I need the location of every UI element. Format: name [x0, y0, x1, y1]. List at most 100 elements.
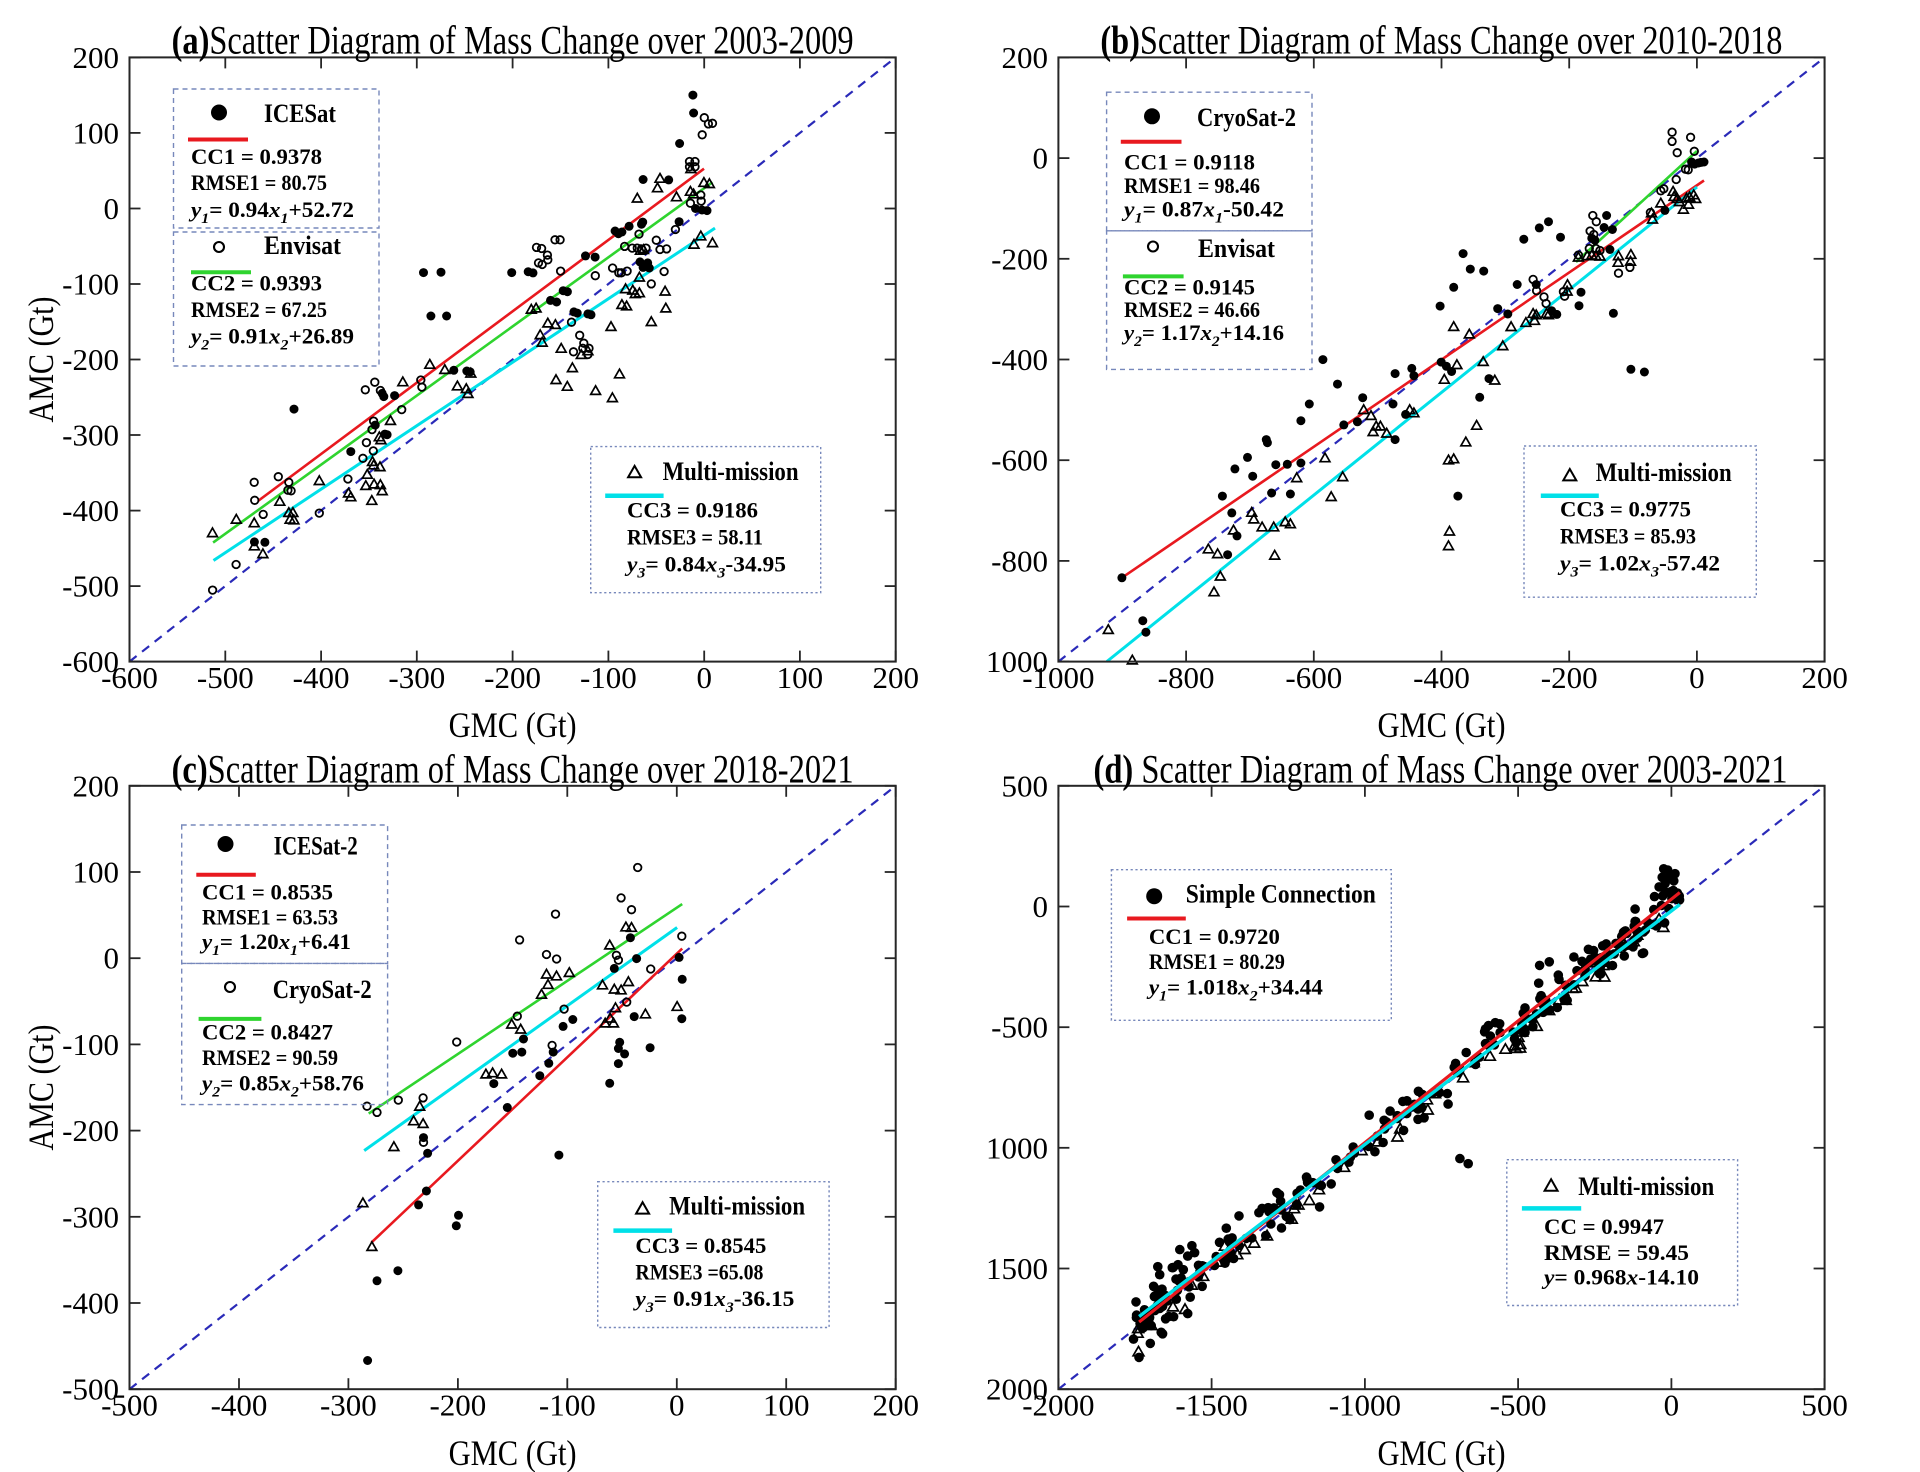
- svg-text:-200: -200: [62, 342, 119, 377]
- svg-text:Simple Connection: Simple Connection: [1186, 880, 1376, 909]
- svg-text:-2000: -2000: [1022, 1388, 1094, 1423]
- svg-text:AMC (Gt): AMC (Gt): [21, 1025, 61, 1151]
- svg-text:-400: -400: [62, 1286, 119, 1321]
- svg-text:CryoSat-2: CryoSat-2: [1197, 103, 1296, 132]
- svg-text:CC1 = 0.9118: CC1 = 0.9118: [1124, 150, 1255, 175]
- svg-text:(a)Scatter Diagram of Mass Cha: (a)Scatter Diagram of Mass Change over 2…: [172, 18, 854, 63]
- svg-text:GMC (Gt): GMC (Gt): [449, 1433, 577, 1472]
- svg-text:CC3 = 0.9775: CC3 = 0.9775: [1560, 496, 1691, 521]
- svg-text:200: 200: [872, 660, 919, 695]
- svg-text:100: 100: [777, 660, 824, 695]
- svg-text:200: 200: [73, 768, 120, 803]
- svg-text:-100: -100: [580, 660, 637, 695]
- svg-text:RMSE3 =65.08: RMSE3 =65.08: [635, 1260, 763, 1285]
- svg-text:RMSE = 59.45: RMSE = 59.45: [1544, 1240, 1689, 1265]
- svg-text:Multi-mission: Multi-mission: [1596, 458, 1732, 487]
- svg-text:0: 0: [104, 191, 120, 226]
- svg-text:-100: -100: [62, 1027, 119, 1062]
- svg-text:CC1 = 0.8535: CC1 = 0.8535: [202, 880, 333, 905]
- svg-text:RMSE1 = 63.53: RMSE1 = 63.53: [202, 905, 338, 930]
- svg-text:RMSE1 = 80.75: RMSE1 = 80.75: [191, 170, 327, 195]
- svg-text:Multi-mission: Multi-mission: [669, 1192, 805, 1221]
- svg-text:ICESat: ICESat: [264, 99, 336, 128]
- svg-text:-400: -400: [293, 660, 350, 695]
- svg-text:CC3 = 0.8545: CC3 = 0.8545: [635, 1233, 766, 1258]
- svg-text:-500: -500: [991, 1010, 1048, 1045]
- svg-text:-400: -400: [991, 342, 1048, 377]
- svg-text:-500: -500: [197, 660, 254, 695]
- svg-text:CC3 = 0.9186: CC3 = 0.9186: [627, 498, 758, 523]
- svg-text:-800: -800: [1158, 660, 1215, 695]
- svg-text:CC1 = 0.9720: CC1 = 0.9720: [1149, 924, 1280, 949]
- svg-text:200: 200: [1801, 660, 1848, 695]
- svg-text:-300: -300: [320, 1388, 377, 1423]
- svg-text:-100: -100: [539, 1388, 596, 1423]
- svg-text:-200: -200: [484, 660, 541, 695]
- svg-text:-100: -100: [62, 267, 119, 302]
- svg-text:RMSE3 = 85.93: RMSE3 = 85.93: [1560, 523, 1696, 548]
- svg-text:CC = 0.9947: CC = 0.9947: [1544, 1214, 1664, 1239]
- svg-text:RMSE2 = 90.59: RMSE2 = 90.59: [202, 1045, 338, 1070]
- svg-text:CC2 = 0.9393: CC2 = 0.9393: [191, 271, 322, 296]
- svg-text:0: 0: [104, 941, 120, 976]
- svg-text:Multi-mission: Multi-mission: [663, 457, 799, 486]
- svg-text:100: 100: [763, 1388, 810, 1423]
- svg-text:1000: 1000: [986, 644, 1048, 679]
- svg-text:GMC (Gt): GMC (Gt): [1378, 1433, 1506, 1472]
- svg-text:-1000: -1000: [1022, 660, 1094, 695]
- svg-text:-600: -600: [1285, 660, 1342, 695]
- svg-text:0: 0: [1033, 889, 1049, 924]
- svg-text:200: 200: [1002, 40, 1049, 75]
- svg-text:-600: -600: [991, 443, 1048, 478]
- svg-text:(d) Scatter Diagram of Mass Ch: (d) Scatter Diagram of Mass Change over …: [1094, 747, 1788, 792]
- svg-text:ICESat-2: ICESat-2: [274, 832, 358, 861]
- svg-text:CC2 = 0.8427: CC2 = 0.8427: [202, 1020, 333, 1045]
- svg-text:Envisat: Envisat: [1198, 234, 1275, 263]
- svg-text:1500: 1500: [986, 1251, 1048, 1286]
- svg-text:(c)Scatter Diagram of Mass Cha: (c)Scatter Diagram of Mass Change over 2…: [172, 747, 854, 792]
- svg-text:CryoSat-2: CryoSat-2: [273, 975, 372, 1004]
- svg-text:-800: -800: [991, 543, 1048, 578]
- svg-text:-500: -500: [101, 1388, 158, 1423]
- svg-text:Envisat: Envisat: [264, 231, 341, 260]
- svg-text:RMSE1 = 98.46: RMSE1 = 98.46: [1124, 173, 1260, 198]
- svg-text:GMC (Gt): GMC (Gt): [1378, 705, 1506, 745]
- svg-text:-500: -500: [1490, 1388, 1547, 1423]
- svg-text:100: 100: [73, 855, 120, 890]
- svg-text:-600: -600: [101, 660, 158, 695]
- svg-text:-400: -400: [211, 1388, 268, 1423]
- svg-text:(b)Scatter Diagram of Mass Cha: (b)Scatter Diagram of Mass Change over 2…: [1100, 18, 1782, 63]
- svg-text:CC1 = 0.9378: CC1 = 0.9378: [191, 144, 322, 169]
- svg-text:CC2 = 0.9145: CC2 = 0.9145: [1124, 275, 1255, 300]
- svg-text:-200: -200: [1541, 660, 1598, 695]
- svg-text:RMSE3 = 58.11: RMSE3 = 58.11: [627, 524, 763, 549]
- svg-text:-400: -400: [62, 493, 119, 528]
- svg-text:200: 200: [73, 40, 120, 75]
- svg-text:GMC (Gt): GMC (Gt): [449, 705, 577, 745]
- svg-text:0: 0: [696, 660, 712, 695]
- svg-text:-300: -300: [62, 418, 119, 453]
- svg-text:-300: -300: [388, 660, 445, 695]
- svg-text:RMSE2 = 46.66: RMSE2 = 46.66: [1124, 297, 1260, 322]
- svg-text:100: 100: [73, 115, 120, 150]
- svg-text:RMSE1 = 80.29: RMSE1 = 80.29: [1149, 949, 1285, 974]
- svg-text:-400: -400: [1413, 660, 1470, 695]
- svg-text:0: 0: [1033, 141, 1049, 176]
- svg-text:-1000: -1000: [1329, 1388, 1401, 1423]
- svg-text:0: 0: [1664, 1388, 1680, 1423]
- svg-text:-500: -500: [62, 569, 119, 604]
- svg-text:0: 0: [1689, 660, 1705, 695]
- svg-text:-1500: -1500: [1175, 1388, 1247, 1423]
- svg-text:-300: -300: [62, 1199, 119, 1234]
- svg-text:0: 0: [669, 1388, 685, 1423]
